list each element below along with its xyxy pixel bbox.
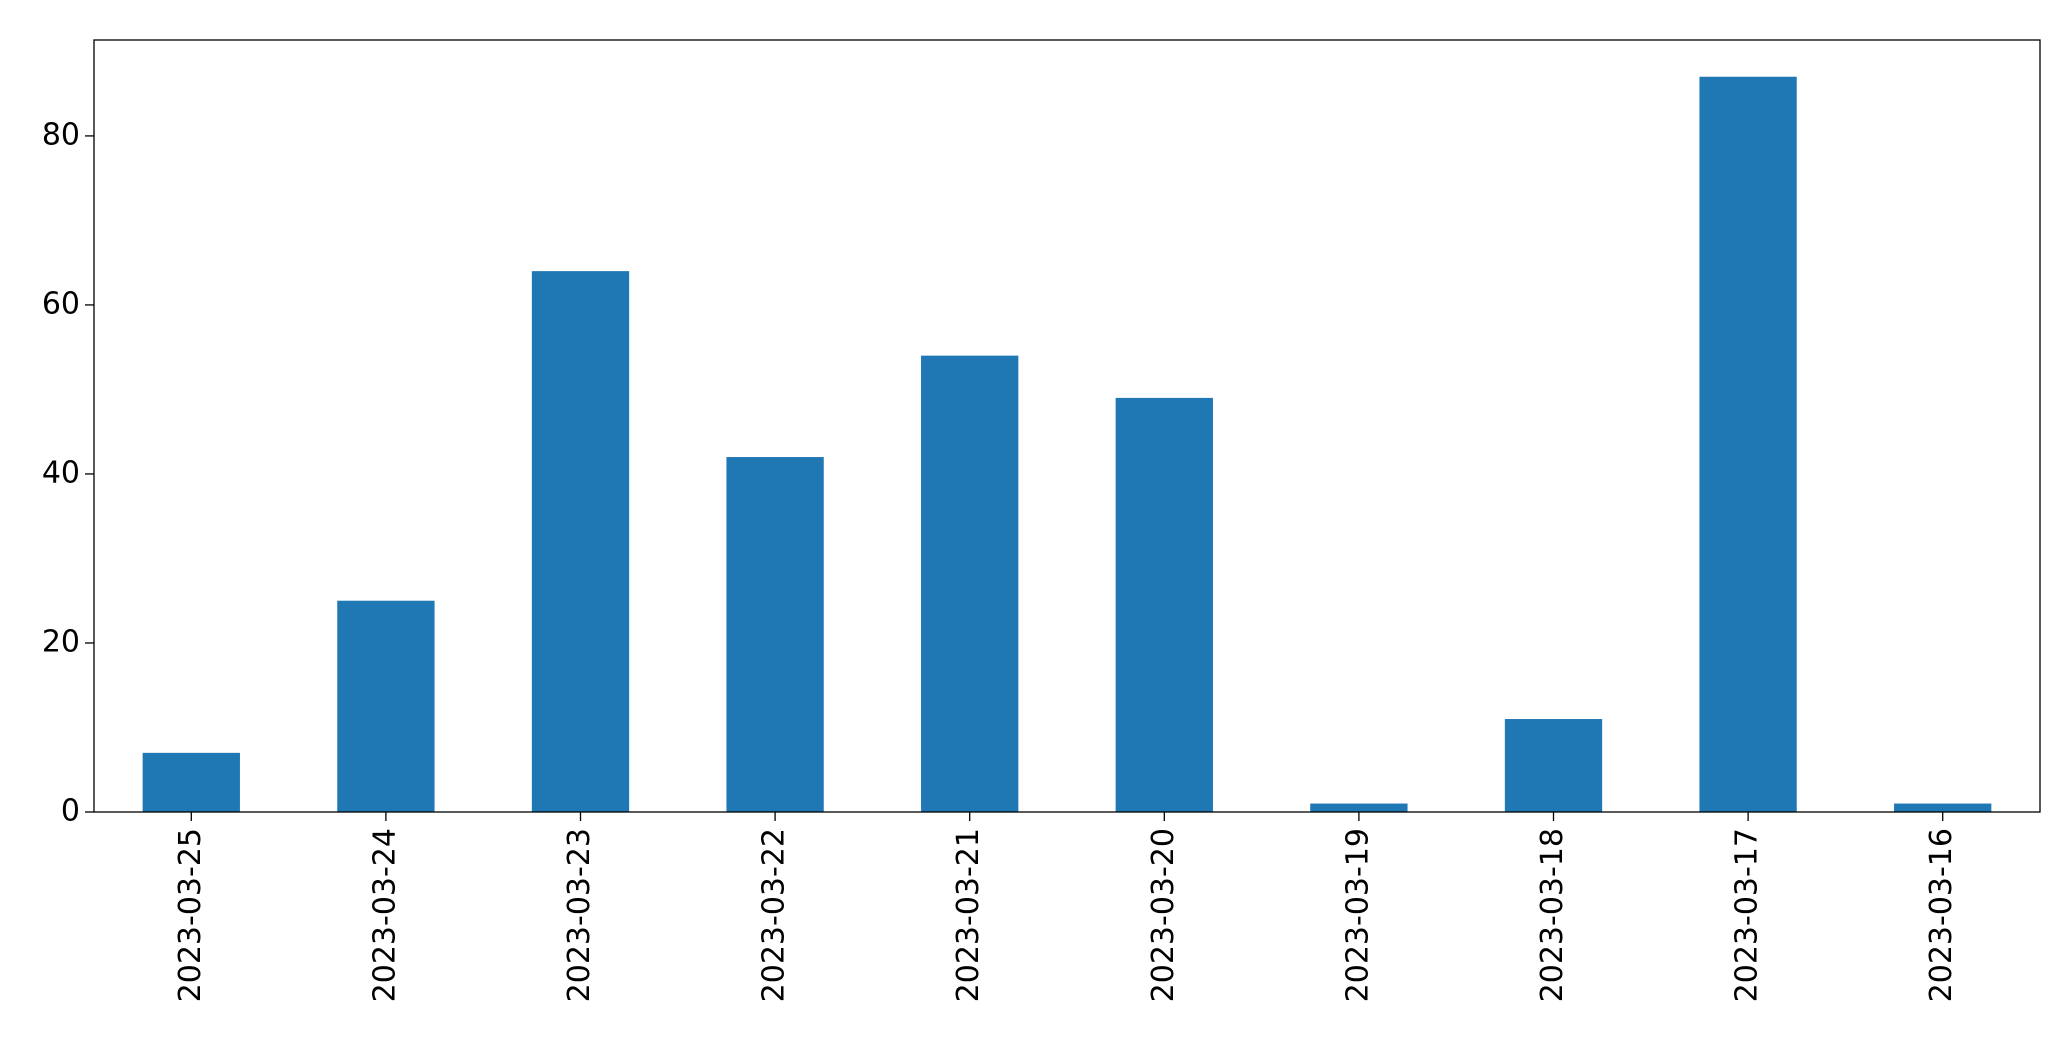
x-tick-label: 2023-03-25 xyxy=(173,828,208,1002)
x-tick-label: 2023-03-22 xyxy=(757,828,792,1002)
bar xyxy=(726,457,824,812)
plot-frame xyxy=(93,39,2041,813)
x-tick-label: 2023-03-17 xyxy=(1730,828,1765,1002)
bar xyxy=(1504,719,1603,812)
x-tick-label: 2023-03-19 xyxy=(1340,828,1375,1002)
y-tick-label: 80 xyxy=(42,117,80,152)
bar xyxy=(1310,803,1408,812)
bar xyxy=(531,271,630,812)
y-tick-label: 40 xyxy=(42,455,80,490)
x-tick-label: 2023-03-21 xyxy=(951,828,986,1002)
bar xyxy=(921,355,1019,812)
bar xyxy=(142,752,240,812)
x-tick-label: 2023-03-23 xyxy=(562,828,597,1002)
y-tick-label: 0 xyxy=(61,794,80,829)
x-tick-label: 2023-03-18 xyxy=(1535,828,1570,1002)
bar xyxy=(1894,803,1992,812)
y-tick-label: 60 xyxy=(42,286,80,321)
bar xyxy=(1699,76,1797,812)
y-tick-label: 20 xyxy=(42,624,80,659)
x-tick-label: 2023-03-16 xyxy=(1924,828,1959,1002)
bar xyxy=(1115,397,1213,812)
x-tick-label: 2023-03-20 xyxy=(1146,828,1181,1002)
bar xyxy=(337,600,435,812)
x-tick-label: 2023-03-24 xyxy=(367,828,402,1002)
